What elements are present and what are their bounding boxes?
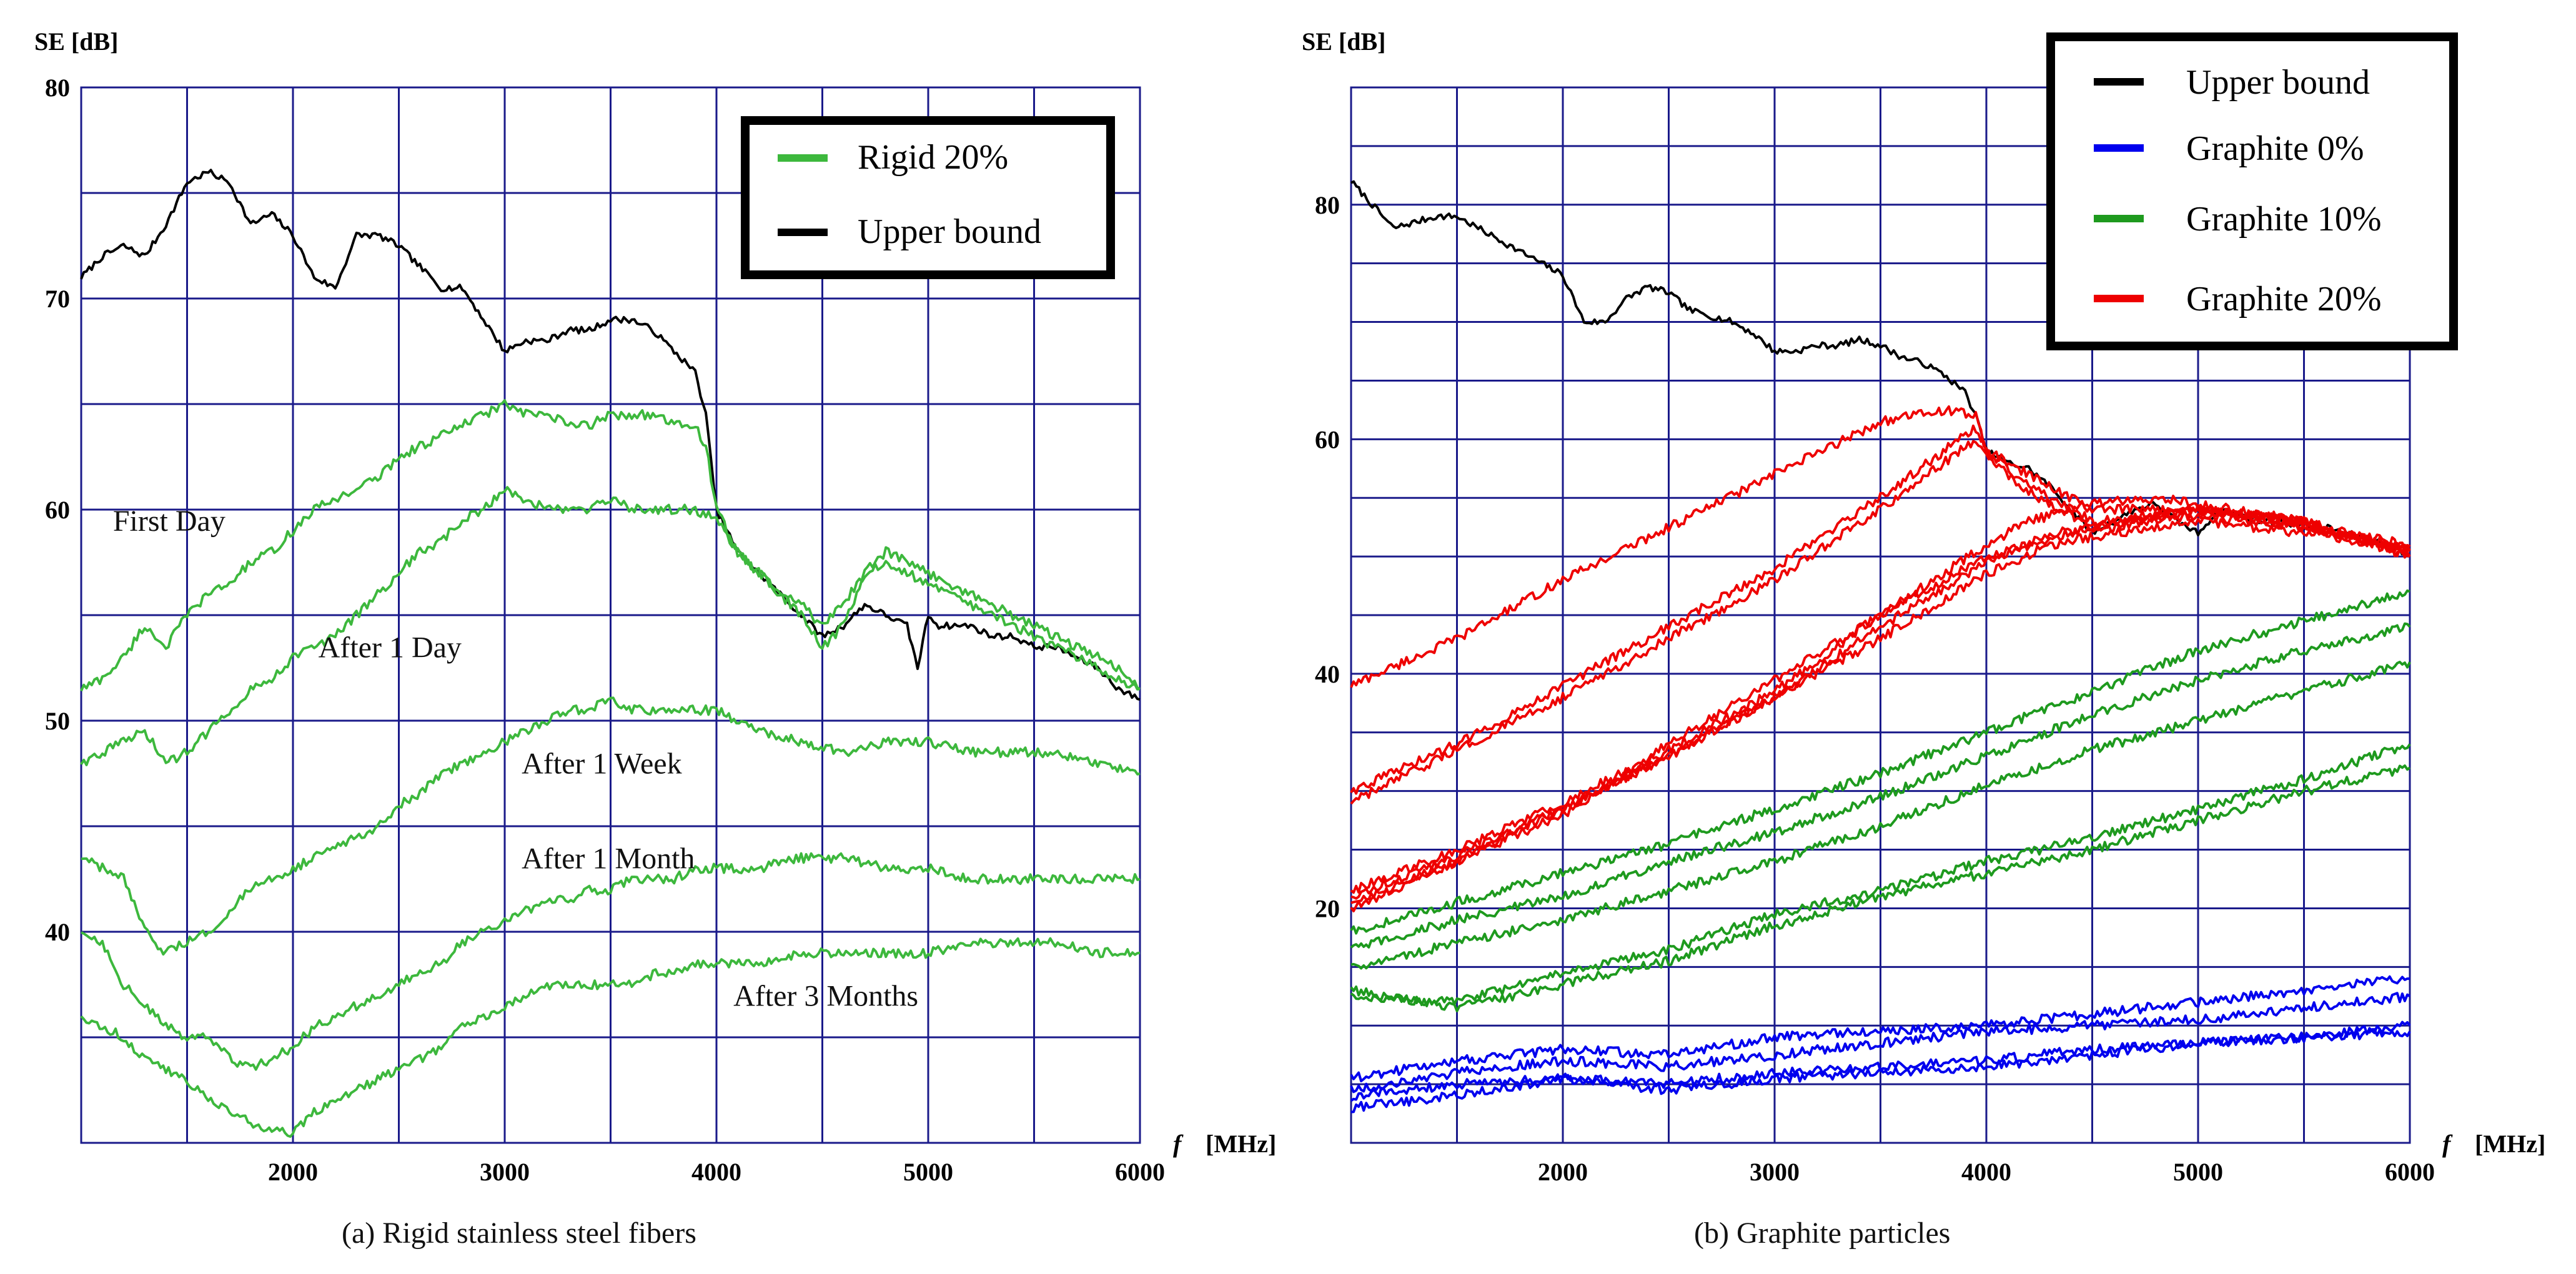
panel-b-legend-box bbox=[2046, 32, 2458, 350]
x-tick-label: 3000 bbox=[1750, 1158, 1800, 1186]
x-tick-label: 2000 bbox=[1538, 1158, 1588, 1186]
panel-b-legend-label-upper-bound: Upper bound bbox=[2186, 63, 2370, 102]
panel-b-graphite: 2000 3000 4000 5000 6000 20 40 60 80 SE [dB] f [… bbox=[1302, 27, 2545, 1250]
y-tick-label: 40 bbox=[1315, 660, 1340, 688]
panel-a-grid bbox=[81, 87, 1140, 1143]
panel-b-y-axis-label: SE [dB] bbox=[1302, 27, 1386, 56]
curve-annotation: After 3 Months bbox=[733, 979, 918, 1012]
x-tick-label: 2000 bbox=[268, 1158, 318, 1186]
series-line-after-3-months bbox=[80, 937, 1141, 1138]
series-line-graphite-20- bbox=[1350, 510, 2411, 894]
series-line-graphite-10- bbox=[1350, 764, 2411, 1012]
x-tick-label: 6000 bbox=[2385, 1158, 2435, 1186]
series-line-upper-bound bbox=[1350, 180, 2410, 558]
y-tick-label: 20 bbox=[1315, 894, 1340, 922]
panel-b-caption: (b) Graphite particles bbox=[1694, 1217, 1950, 1250]
y-tick-label: 80 bbox=[1315, 191, 1340, 219]
series-line-first-day bbox=[80, 399, 1141, 692]
y-tick-label: 40 bbox=[45, 918, 70, 946]
series-line-graphite-0- bbox=[1350, 1028, 2411, 1114]
series-line-graphite-0- bbox=[1350, 975, 2410, 1082]
panel-b-x-axis-unit: [MHz] bbox=[2475, 1130, 2545, 1158]
panel-b-legend-label-graphite-0: Graphite 0% bbox=[2186, 129, 2364, 168]
series-line-graphite-20- bbox=[1350, 495, 2411, 904]
x-tick-label: 5000 bbox=[2173, 1158, 2223, 1186]
panel-a-x-axis-label: f bbox=[1173, 1130, 1184, 1158]
series-line-graphite-0- bbox=[1350, 992, 2411, 1094]
series-line-graphite-10- bbox=[1350, 661, 2411, 970]
curve-annotation: After 1 Month bbox=[522, 842, 695, 876]
series-line-after-1-week bbox=[81, 696, 1141, 956]
panel-a-tick-labels: 2000 3000 4000 5000 6000 40 50 60 70 80 bbox=[45, 74, 1165, 1186]
panel-a-x-axis-unit: [MHz] bbox=[1206, 1130, 1276, 1158]
panel-b-x-axis-label: f bbox=[2442, 1130, 2453, 1158]
panel-a-series bbox=[80, 169, 1141, 1138]
panel-a-caption: (a) Rigid stainless steel fibers bbox=[342, 1217, 696, 1250]
panel-a-plot-frame bbox=[80, 86, 1141, 1144]
panel-a-rigid-fibers: 2000 3000 4000 5000 6000 40 50 60 70 80 First Day… bbox=[34, 27, 1276, 1250]
x-tick-label: 3000 bbox=[480, 1158, 530, 1186]
panel-a-annotations: First Day After 1 Day After 1 Week After 1 … bbox=[113, 505, 918, 1013]
y-tick-label: 80 bbox=[45, 74, 70, 102]
series-line-graphite-20- bbox=[1350, 516, 2411, 912]
x-tick-label: 5000 bbox=[903, 1158, 953, 1186]
series-line-graphite-10- bbox=[1350, 589, 2410, 935]
y-tick-label: 70 bbox=[45, 285, 70, 313]
y-tick-label: 50 bbox=[45, 707, 70, 735]
series-line-graphite-10- bbox=[1350, 622, 2411, 949]
panel-a-legend-box bbox=[741, 116, 1115, 279]
panel-b-legend-label-graphite-10: Graphite 10% bbox=[2186, 200, 2382, 239]
panel-b-series bbox=[1350, 180, 2411, 1114]
x-tick-label: 6000 bbox=[1115, 1158, 1165, 1186]
panel-a-legend-label-rigid: Rigid 20% bbox=[858, 138, 1008, 177]
series-line-after-1-day bbox=[80, 486, 1141, 766]
series-line-upper-bound bbox=[80, 169, 1141, 701]
panel-a-legend: Rigid 20% Upper bound bbox=[741, 116, 1115, 279]
series-line-graphite-10- bbox=[1350, 743, 2411, 1007]
curve-annotation: First Day bbox=[113, 505, 225, 538]
panel-b-plot-frame bbox=[1350, 86, 2411, 1144]
panel-b-legend: Upper bound Graphite 0% Graphite 10% Gra… bbox=[2046, 32, 2458, 350]
panel-a-legend-label-upper-bound: Upper bound bbox=[858, 212, 1041, 251]
x-tick-label: 4000 bbox=[1961, 1158, 2011, 1186]
series-line-after-1-month bbox=[81, 852, 1141, 1071]
x-tick-label: 4000 bbox=[691, 1158, 741, 1186]
panel-b-tick-labels: 2000 3000 4000 5000 6000 20 40 60 80 bbox=[1315, 191, 2435, 1186]
panel-a-y-axis-label: SE [dB] bbox=[34, 27, 119, 56]
panel-b-legend-label-graphite-20: Graphite 20% bbox=[2186, 280, 2382, 318]
y-tick-label: 60 bbox=[1315, 425, 1340, 453]
y-tick-label: 60 bbox=[45, 496, 70, 524]
curve-annotation: After 1 Day bbox=[319, 631, 462, 664]
curve-annotation: After 1 Week bbox=[522, 748, 681, 781]
